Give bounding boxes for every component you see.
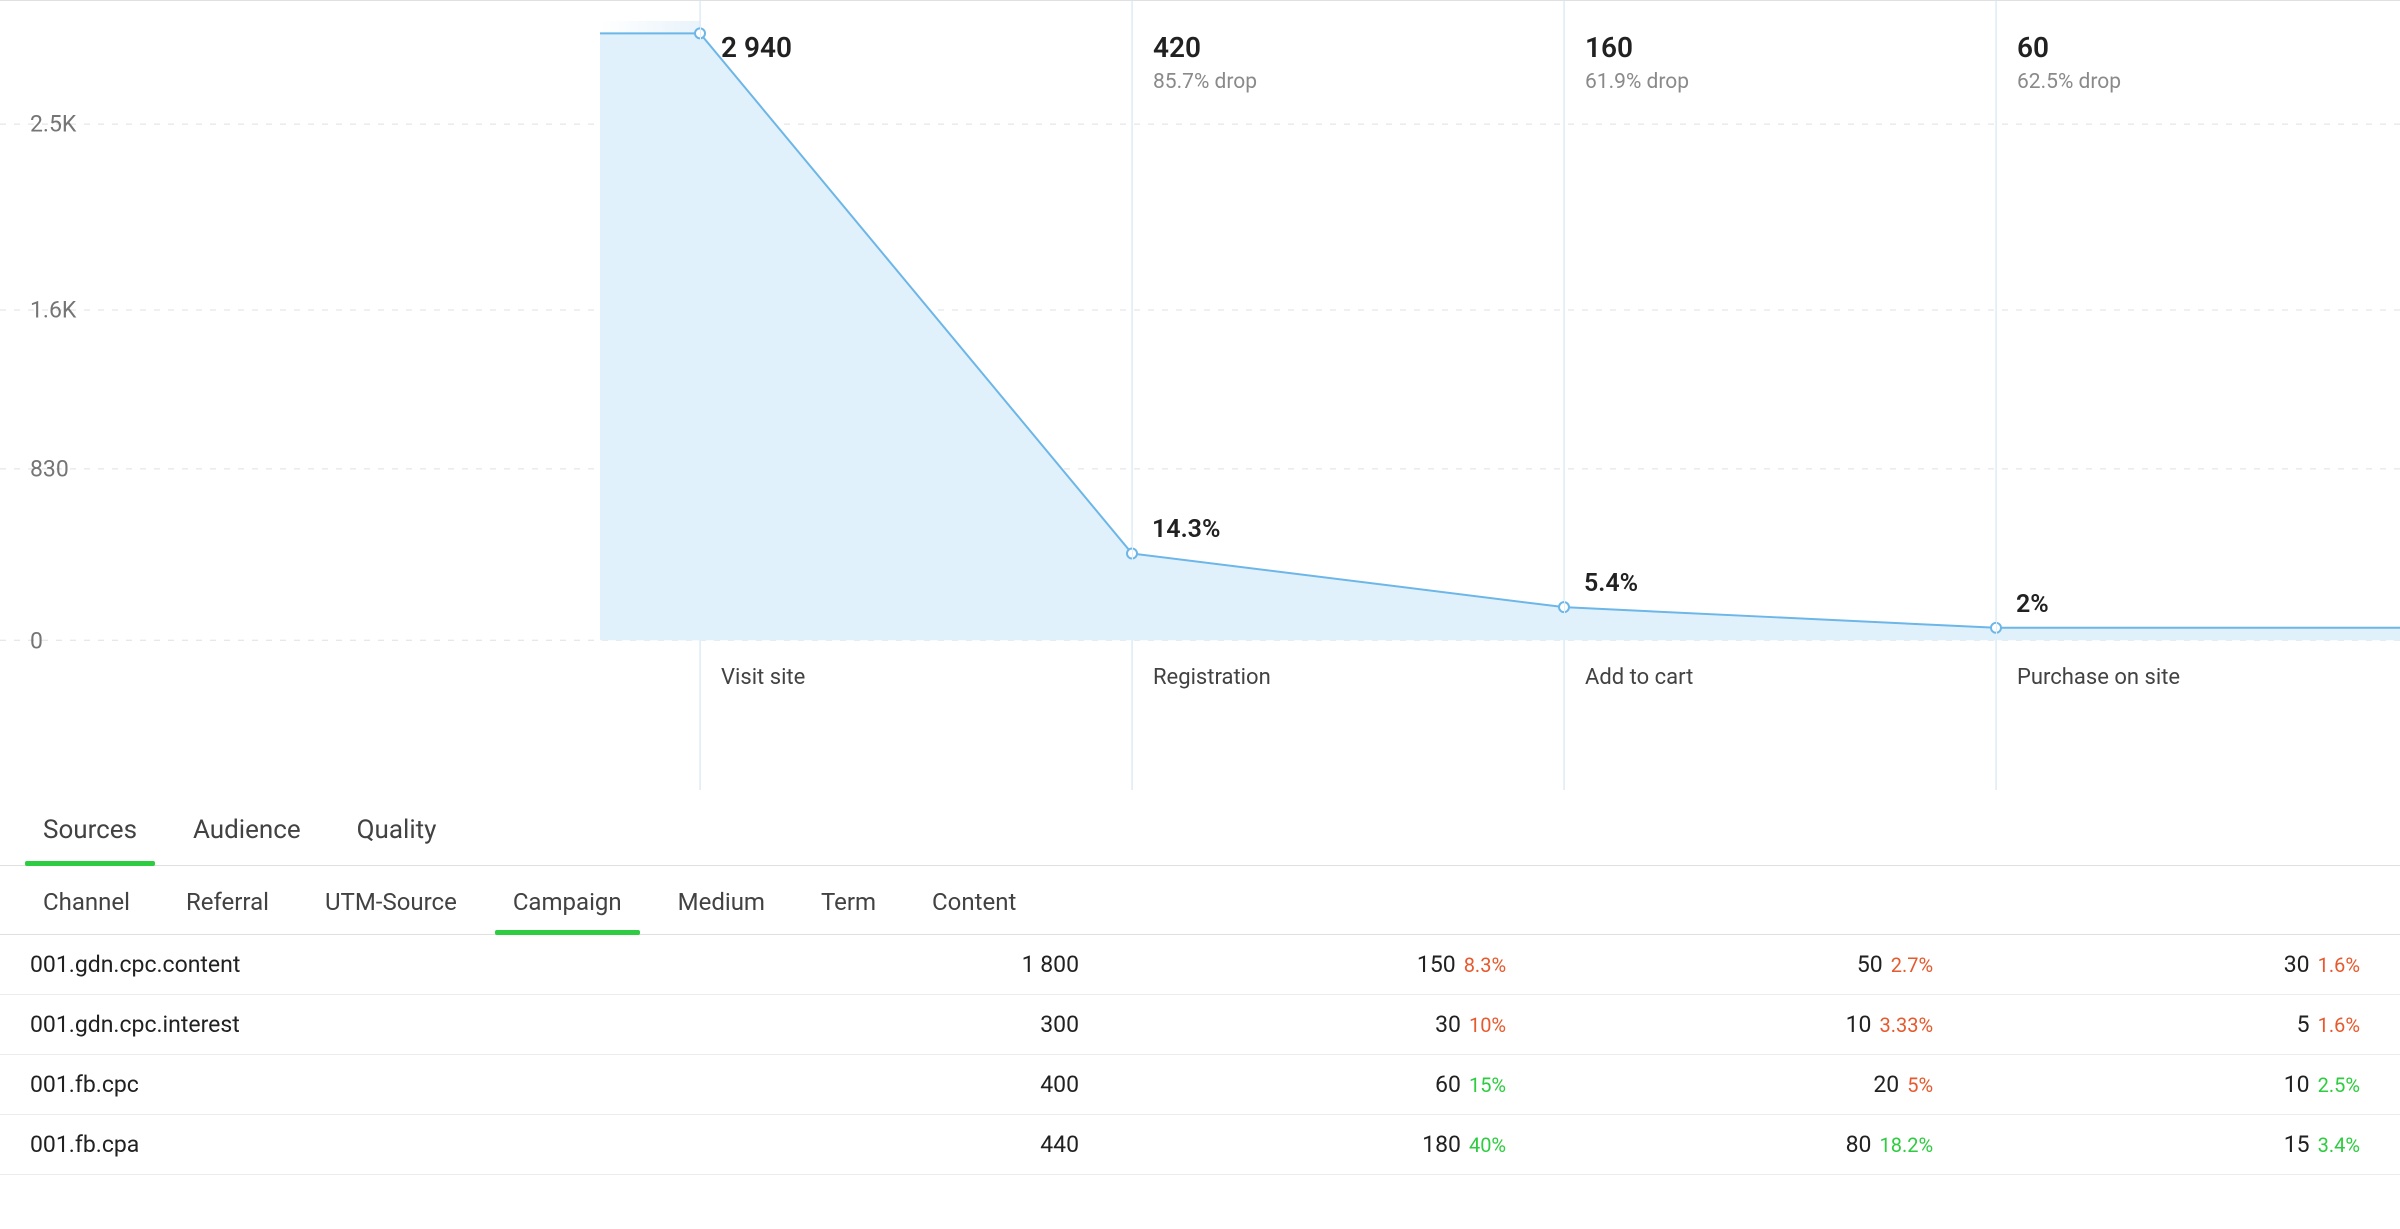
- cell-value: 300: [1040, 1011, 1079, 1038]
- row-name: 001.gdn.cpc.interest: [0, 995, 693, 1055]
- cell-pct: 40%: [1469, 1133, 1506, 1157]
- row-cell: 50 2.7%: [1546, 935, 1973, 995]
- stage-label: Registration: [1153, 665, 1271, 690]
- stage-pct: 2%: [2016, 590, 2049, 625]
- row-name: 001.gdn.cpc.content: [0, 935, 693, 995]
- cell-value: 180: [1422, 1131, 1461, 1158]
- row-name: 001.fb.cpc: [0, 1055, 693, 1115]
- row-cell: 80 18.2%: [1546, 1115, 1973, 1175]
- cell-value: 60: [1435, 1071, 1461, 1098]
- cell-value: 15: [2284, 1131, 2310, 1158]
- table-row[interactable]: 001.fb.cpa 440 180 40% 80 18.2% 15 3.4%: [0, 1115, 2400, 1175]
- tab-secondary-utm-source[interactable]: UTM-Source: [297, 866, 485, 934]
- row-cell: 30 1.6%: [1973, 935, 2400, 995]
- table-row[interactable]: 001.gdn.cpc.content 1 800 150 8.3% 50 2.7% 30 1…: [0, 935, 2400, 995]
- tab-primary-audience[interactable]: Audience: [165, 790, 329, 865]
- tab-primary-sources[interactable]: Sources: [15, 790, 165, 865]
- stage-pct: 14.3%: [1152, 515, 1220, 550]
- cell-pct: 1.6%: [2318, 953, 2360, 977]
- cell-pct: 18.2%: [1879, 1133, 1933, 1157]
- cell-value: 30: [2284, 951, 2310, 978]
- stage-value: 60: [2017, 31, 2400, 64]
- tab-secondary-medium[interactable]: Medium: [650, 866, 793, 934]
- tab-primary-quality[interactable]: Quality: [329, 790, 465, 865]
- y-tick-label: 830: [0, 456, 69, 483]
- row-cell: 30 10%: [1119, 995, 1546, 1055]
- funnel-stage: 160 61.9% drop Add to cart: [1564, 1, 1996, 790]
- cell-pct: 2.7%: [1891, 953, 1933, 977]
- cell-pct: 2.5%: [2318, 1073, 2360, 1097]
- row-cell: 60 15%: [1119, 1055, 1546, 1115]
- tab-secondary-content[interactable]: Content: [904, 866, 1044, 934]
- table-row[interactable]: 001.fb.cpc 400 60 15% 20 5% 10 2.5%: [0, 1055, 2400, 1115]
- row-name: 001.fb.cpa: [0, 1115, 693, 1175]
- cell-value: 80: [1846, 1131, 1872, 1158]
- stage-value: 420: [1153, 31, 1564, 64]
- row-cell: 10 3.33%: [1546, 995, 1973, 1055]
- cell-value: 5: [2297, 1011, 2310, 1038]
- table-row[interactable]: 001.gdn.cpc.interest 300 30 10% 10 3.33% 5 1.6%: [0, 995, 2400, 1055]
- cell-value: 440: [1040, 1131, 1079, 1158]
- cell-pct: 3.33%: [1879, 1013, 1933, 1037]
- stage-value: 160: [1585, 31, 1996, 64]
- cell-value: 10: [2284, 1071, 2310, 1098]
- row-cell: 1 800: [693, 935, 1120, 995]
- row-cell: 180 40%: [1119, 1115, 1546, 1175]
- row-cell: 20 5%: [1546, 1055, 1973, 1115]
- tab-secondary-campaign[interactable]: Campaign: [485, 866, 650, 934]
- cell-value: 10: [1846, 1011, 1872, 1038]
- sources-table: 001.gdn.cpc.content 1 800 150 8.3% 50 2.7% 30 1…: [0, 935, 2400, 1175]
- row-cell: 5 1.6%: [1973, 995, 2400, 1055]
- row-cell: 300: [693, 995, 1120, 1055]
- cell-value: 1 800: [1022, 951, 1079, 978]
- cell-value: 150: [1417, 951, 1456, 978]
- cell-pct: 15%: [1469, 1073, 1506, 1097]
- funnel-chart: 2.5K 1.6K 830 0 2 940 Visit site 420 85.7% drop…: [0, 0, 2400, 790]
- funnel-stage: 60 62.5% drop Purchase on site: [1996, 1, 2400, 790]
- cell-value: 30: [1435, 1011, 1461, 1038]
- y-tick-label: 1.6K: [0, 297, 76, 324]
- row-cell: 400: [693, 1055, 1120, 1115]
- y-tick-label: 0: [0, 628, 43, 655]
- row-cell: 440: [693, 1115, 1120, 1175]
- cell-value: 50: [1857, 951, 1883, 978]
- cell-pct: 8.3%: [1464, 953, 1506, 977]
- cell-pct: 10%: [1469, 1013, 1506, 1037]
- cell-value: 400: [1040, 1071, 1079, 1098]
- stage-drop: 62.5% drop: [2017, 70, 2400, 94]
- cell-value: 20: [1873, 1071, 1899, 1098]
- cell-pct: 3.4%: [2318, 1133, 2360, 1157]
- funnel-stage: 420 85.7% drop Registration: [1132, 1, 1564, 790]
- stage-drop: 61.9% drop: [1585, 70, 1996, 94]
- tab-secondary-term[interactable]: Term: [793, 866, 904, 934]
- tab-secondary-channel[interactable]: Channel: [15, 866, 158, 934]
- y-tick-label: 2.5K: [0, 111, 76, 138]
- tabs-secondary: ChannelReferralUTM-SourceCampaignMediumT…: [0, 866, 2400, 935]
- stage-label: Purchase on site: [2017, 665, 2180, 690]
- stage-pct: 5.4%: [1584, 569, 1638, 604]
- cell-pct: 5%: [1907, 1073, 1933, 1097]
- tab-secondary-referral[interactable]: Referral: [158, 866, 297, 934]
- tabs-primary: SourcesAudienceQuality: [0, 790, 2400, 866]
- cell-pct: 1.6%: [2318, 1013, 2360, 1037]
- row-cell: 10 2.5%: [1973, 1055, 2400, 1115]
- stage-label: Visit site: [721, 665, 805, 690]
- row-cell: 150 8.3%: [1119, 935, 1546, 995]
- row-cell: 15 3.4%: [1973, 1115, 2400, 1175]
- funnel-stage: 2 940 Visit site: [700, 1, 1132, 790]
- stage-value: 2 940: [721, 31, 1132, 64]
- stage-label: Add to cart: [1585, 665, 1693, 690]
- stage-drop: 85.7% drop: [1153, 70, 1564, 94]
